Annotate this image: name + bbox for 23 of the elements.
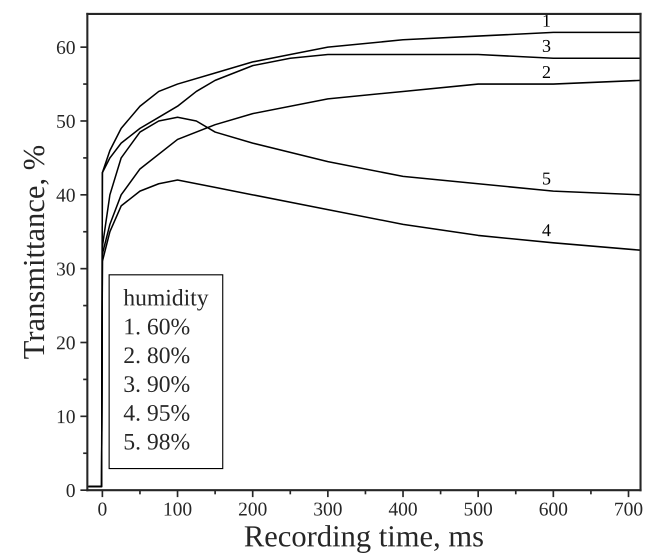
- y-tick-label: 40: [56, 188, 75, 202]
- series-label: 5: [543, 172, 550, 185]
- x-tick-label: 600: [540, 502, 568, 516]
- y-axis-title: Transmittance, %: [24, 146, 49, 359]
- annotation: humidity 1. 60% 2. 80% 3. 90% 4. 95% 5. 98%: [124, 289, 208, 450]
- y-tick-label: 20: [56, 336, 75, 350]
- y-tick-label: 0: [66, 484, 75, 498]
- series-label: 2: [542, 66, 550, 78]
- y-tick-label: 60: [56, 40, 75, 54]
- x-tick-label: 0: [98, 502, 106, 516]
- y-tick-label: 50: [57, 114, 75, 128]
- series-label: 4: [542, 224, 551, 236]
- y-tick-label: 10: [58, 410, 75, 424]
- x-tick-label: 700: [615, 502, 642, 516]
- x-tick-label: 400: [388, 502, 417, 516]
- series-label: 1: [544, 14, 550, 27]
- y-tick-label: 30: [57, 262, 75, 276]
- x-axis-title: Recording time, ms: [244, 525, 483, 553]
- series-label: 3: [542, 40, 550, 52]
- x-tick-label: 200: [238, 502, 267, 516]
- x-tick-label: 100: [164, 502, 192, 516]
- x-tick-label: 300: [314, 502, 342, 516]
- x-tick-label: 500: [464, 502, 492, 516]
